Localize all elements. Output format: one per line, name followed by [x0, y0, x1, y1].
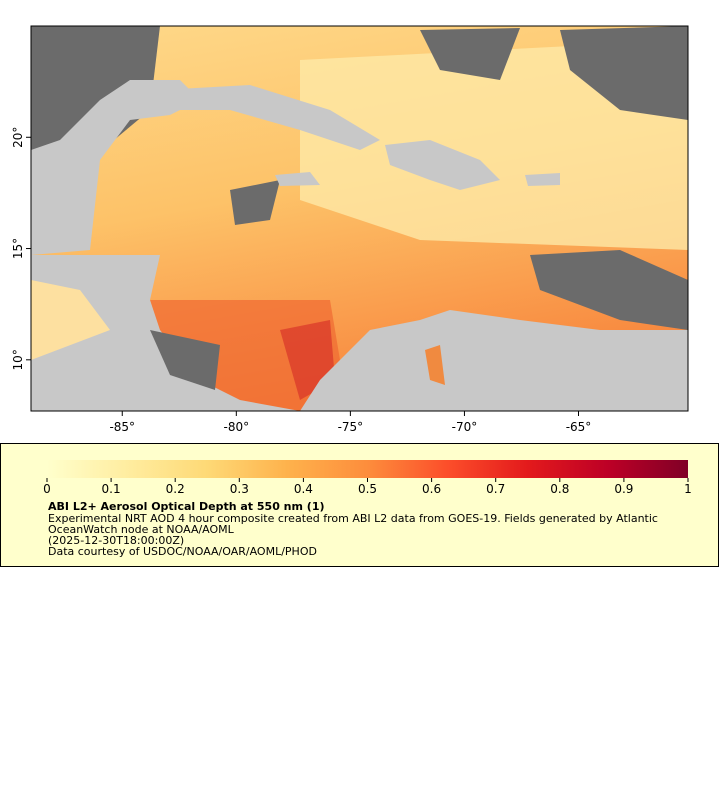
legend-line: (2025-12-30T18:00:00Z) [48, 534, 184, 547]
legend-line: Data courtesy of USDOC/NOAA/OAR/AOML/PHO… [48, 545, 317, 558]
colorbar [47, 460, 688, 478]
colorbar-tick-label: 0.7 [486, 482, 505, 496]
colorbar-tick-label: 0.5 [358, 482, 377, 496]
colorbar-tick-label: 0.6 [422, 482, 441, 496]
y-tick-label: 15° [11, 238, 25, 259]
colorbar-tick-label: 0.4 [294, 482, 313, 496]
colorbar-tick-label: 0.9 [614, 482, 633, 496]
legend-line: Experimental NRT AOD 4 hour composite cr… [48, 512, 658, 525]
x-tick-label: -70° [452, 420, 478, 434]
x-tick-label: -85° [109, 420, 135, 434]
colorbar-tick-label: 1 [684, 482, 692, 496]
colorbar-tick-label: 0.2 [166, 482, 185, 496]
map-image [31, 26, 688, 411]
x-tick-label: -75° [338, 420, 364, 434]
colorbar-tick-label: 0.8 [550, 482, 569, 496]
colorbar-tick-label: 0 [43, 482, 51, 496]
y-tick-label: 20° [11, 127, 25, 148]
map-frame [30, 25, 689, 412]
colorbar-tick-label: 0.3 [230, 482, 249, 496]
legend-title: ABI L2+ Aerosol Optical Depth at 550 nm … [48, 500, 325, 513]
x-tick-label: -80° [224, 420, 250, 434]
colorbar-tick-label: 0.1 [102, 482, 121, 496]
legend-line: OceanWatch node at NOAA/AOML [48, 523, 235, 536]
x-tick-label: -65° [566, 420, 592, 434]
y-tick-label: 10° [11, 349, 25, 370]
